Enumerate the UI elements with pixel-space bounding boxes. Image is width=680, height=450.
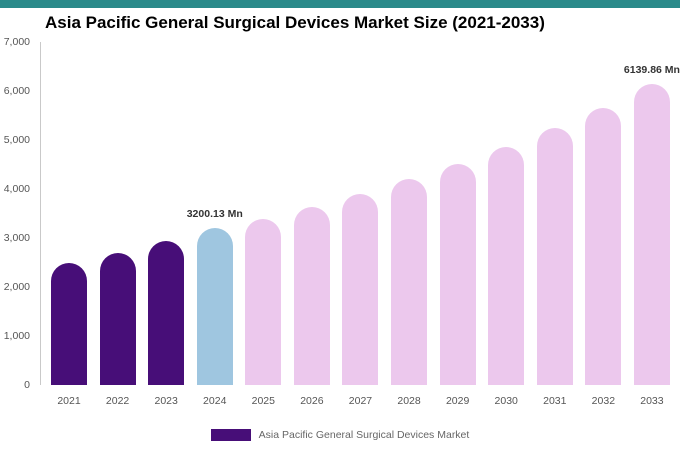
bar-2025: [245, 218, 282, 385]
x-axis-label: 2022: [105, 395, 130, 407]
bar-2031: [536, 128, 573, 385]
y-axis-label: 3,000: [3, 232, 30, 244]
bar-column: 2027: [342, 42, 379, 407]
plot-area: 2021 2022 2023 3200.13 Mn 2024 2025 2026 2027 20…: [40, 42, 680, 407]
bar-value-label: 6139.86 Mn: [623, 64, 680, 77]
bar-column: 2032: [585, 42, 622, 407]
y-axis-label: 7,000: [3, 36, 30, 48]
bar-2033: [633, 84, 670, 385]
x-axis-label: 2028: [397, 395, 421, 407]
legend-label: Asia Pacific General Surgical Devices Ma…: [258, 429, 470, 441]
bar-2030: [488, 146, 525, 385]
x-axis-label: 2021: [57, 395, 81, 407]
bar-column: 6139.86 Mn 2033: [624, 42, 680, 407]
bar-value-label: 3200.13 Mn: [186, 208, 243, 221]
y-axis-label: 2,000: [3, 281, 30, 293]
x-axis-label: 2023: [154, 395, 178, 407]
y-axis-label: 5,000: [3, 134, 30, 146]
bar-column: 3200.13 Mn 2024: [187, 42, 243, 407]
legend: Asia Pacific General Surgical Devices Ma…: [0, 429, 680, 441]
y-axis-label: 0: [24, 379, 30, 391]
bar-column: 2025: [245, 42, 282, 407]
y-axis-label: 4,000: [3, 183, 30, 195]
bar-2022: [99, 252, 136, 385]
bar-column: 2029: [439, 42, 476, 407]
x-axis-label: 2024: [203, 395, 227, 407]
top-accent-strip: [0, 0, 680, 8]
y-axis-label: 6,000: [3, 85, 30, 97]
bar-2027: [342, 193, 379, 385]
x-axis-label: 2033: [640, 395, 664, 407]
bar-column: 2028: [391, 42, 428, 407]
x-axis-label: 2032: [591, 395, 616, 407]
bar-2024: [196, 228, 233, 385]
bar-2032: [585, 108, 622, 385]
x-axis-label: 2029: [445, 395, 470, 407]
y-axis-label: 1,000: [3, 330, 30, 342]
bar-column: 2026: [293, 42, 330, 407]
legend-swatch: [210, 429, 251, 441]
bar-column: 2022: [99, 42, 136, 407]
chart-title: Asia Pacific General Surgical Devices Ma…: [45, 13, 545, 32]
bar-column: 2030: [488, 42, 525, 407]
bar-2021: [51, 262, 87, 385]
x-axis-label: 2031: [543, 395, 567, 407]
bar-column: 2023: [148, 42, 185, 407]
bar-2029: [439, 164, 476, 385]
y-axis: 0 1,000 2,000 3,000 4,000 5,000 6,000 7,000: [0, 36, 34, 391]
x-axis-label: 2025: [251, 395, 275, 407]
x-axis-label: 2030: [494, 395, 518, 407]
x-axis-label: 2027: [348, 395, 373, 407]
bar-2023: [148, 241, 185, 385]
bar-2028: [391, 179, 428, 385]
x-axis-label: 2026: [300, 395, 324, 407]
bar-2026: [293, 207, 330, 385]
bar-column: 2031: [536, 42, 573, 407]
bar-column: 2021: [51, 42, 87, 407]
